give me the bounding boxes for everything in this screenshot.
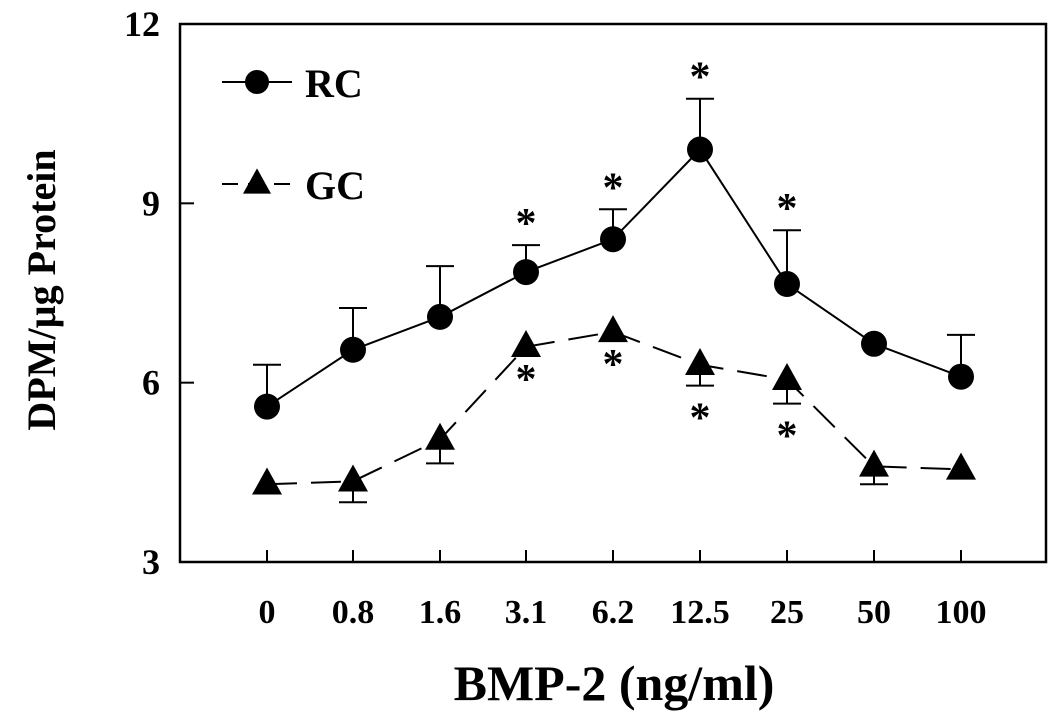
significance-mark-rc: * (603, 165, 624, 211)
significance-mark-gc: * (777, 414, 798, 460)
x-tick-label: 12.5 (670, 594, 730, 631)
significance-mark-gc: * (690, 396, 711, 442)
x-tick-label: 25 (770, 594, 804, 631)
y-tick-label: 3 (142, 542, 160, 582)
x-tick-label: 1.6 (419, 594, 462, 631)
significance-mark-rc: * (516, 201, 537, 247)
x-axis-label: BMP-2 (ng/ml) (454, 655, 775, 711)
y-tick-labels: 3 6 9 12 (124, 4, 160, 582)
x-tick-label: 50 (857, 594, 891, 631)
marker-gc (685, 347, 715, 375)
x-tick-label: 6.2 (592, 594, 635, 631)
marker-rc (513, 259, 539, 286)
marker-rc (340, 336, 366, 363)
marker-rc (600, 226, 626, 253)
series-markers (252, 136, 976, 495)
y-axis-label: DPM/µg Protein (19, 149, 64, 430)
error-bars (253, 97, 975, 504)
marker-rc (254, 393, 280, 420)
legend-marker-gc (243, 168, 271, 194)
marker-rc (948, 363, 974, 390)
legend-label-gc: GC (305, 163, 365, 208)
significance-mark-gc: * (603, 342, 624, 388)
significance-marks: * * * * * * * * (516, 55, 798, 460)
marker-gc (511, 330, 541, 358)
marker-rc (774, 271, 800, 298)
marker-gc (338, 464, 368, 492)
marker-gc (425, 422, 455, 450)
x-tick-label: 100 (936, 594, 987, 631)
legend-marker-rc (245, 70, 269, 94)
x-tick-label: 3.1 (505, 594, 548, 631)
marker-rc (687, 136, 713, 163)
marker-gc (252, 467, 282, 495)
marker-rc (861, 330, 887, 357)
marker-gc (859, 449, 889, 477)
marker-rc (427, 303, 453, 330)
marker-gc (598, 315, 628, 343)
significance-mark-rc: * (777, 186, 798, 232)
legend: RC GC (222, 61, 365, 208)
significance-mark-gc: * (516, 357, 537, 403)
x-tick-label: 0.8 (332, 594, 375, 631)
x-tick-label: 0 (259, 594, 276, 631)
y-tick-label: 12 (124, 4, 160, 44)
legend-label-rc: RC (305, 61, 363, 106)
y-tick-label: 6 (142, 363, 160, 403)
y-tick-label: 9 (142, 183, 160, 223)
x-tick-labels: 0 0.8 1.6 3.1 6.2 12.5 25 50 100 (259, 594, 987, 631)
marker-gc (946, 452, 976, 480)
marker-gc (772, 362, 802, 390)
tick-marks (180, 23, 962, 563)
significance-mark-rc: * (690, 55, 711, 101)
